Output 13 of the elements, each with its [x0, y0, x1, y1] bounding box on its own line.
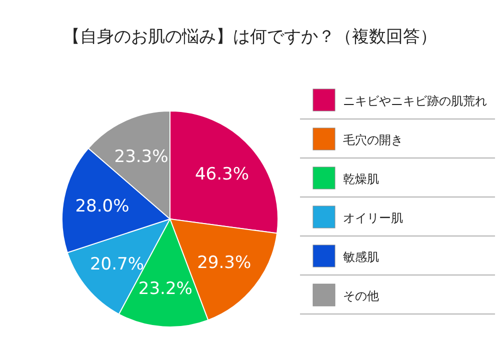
legend-label: 敏感肌: [343, 250, 379, 264]
data-label: 46.3%: [194, 164, 250, 184]
data-label: 23.3%: [114, 147, 168, 168]
legend-label: 乾燥肌: [343, 172, 379, 186]
legend-label: その他: [343, 289, 379, 303]
data-label: 29.3%: [197, 252, 252, 273]
chart-title: 【自身のお肌の悩み】は何ですか？（複数回答）: [63, 27, 437, 47]
legend-label: 毛穴の開き: [343, 133, 403, 147]
legend-label: ニキビやニキビ跡の肌荒れ: [343, 94, 487, 108]
data-label: 23.2%: [138, 278, 192, 299]
data-label: 28.0%: [75, 196, 130, 216]
data-label: 20.7%: [90, 254, 144, 274]
legend-label: オイリー肌: [343, 211, 403, 225]
